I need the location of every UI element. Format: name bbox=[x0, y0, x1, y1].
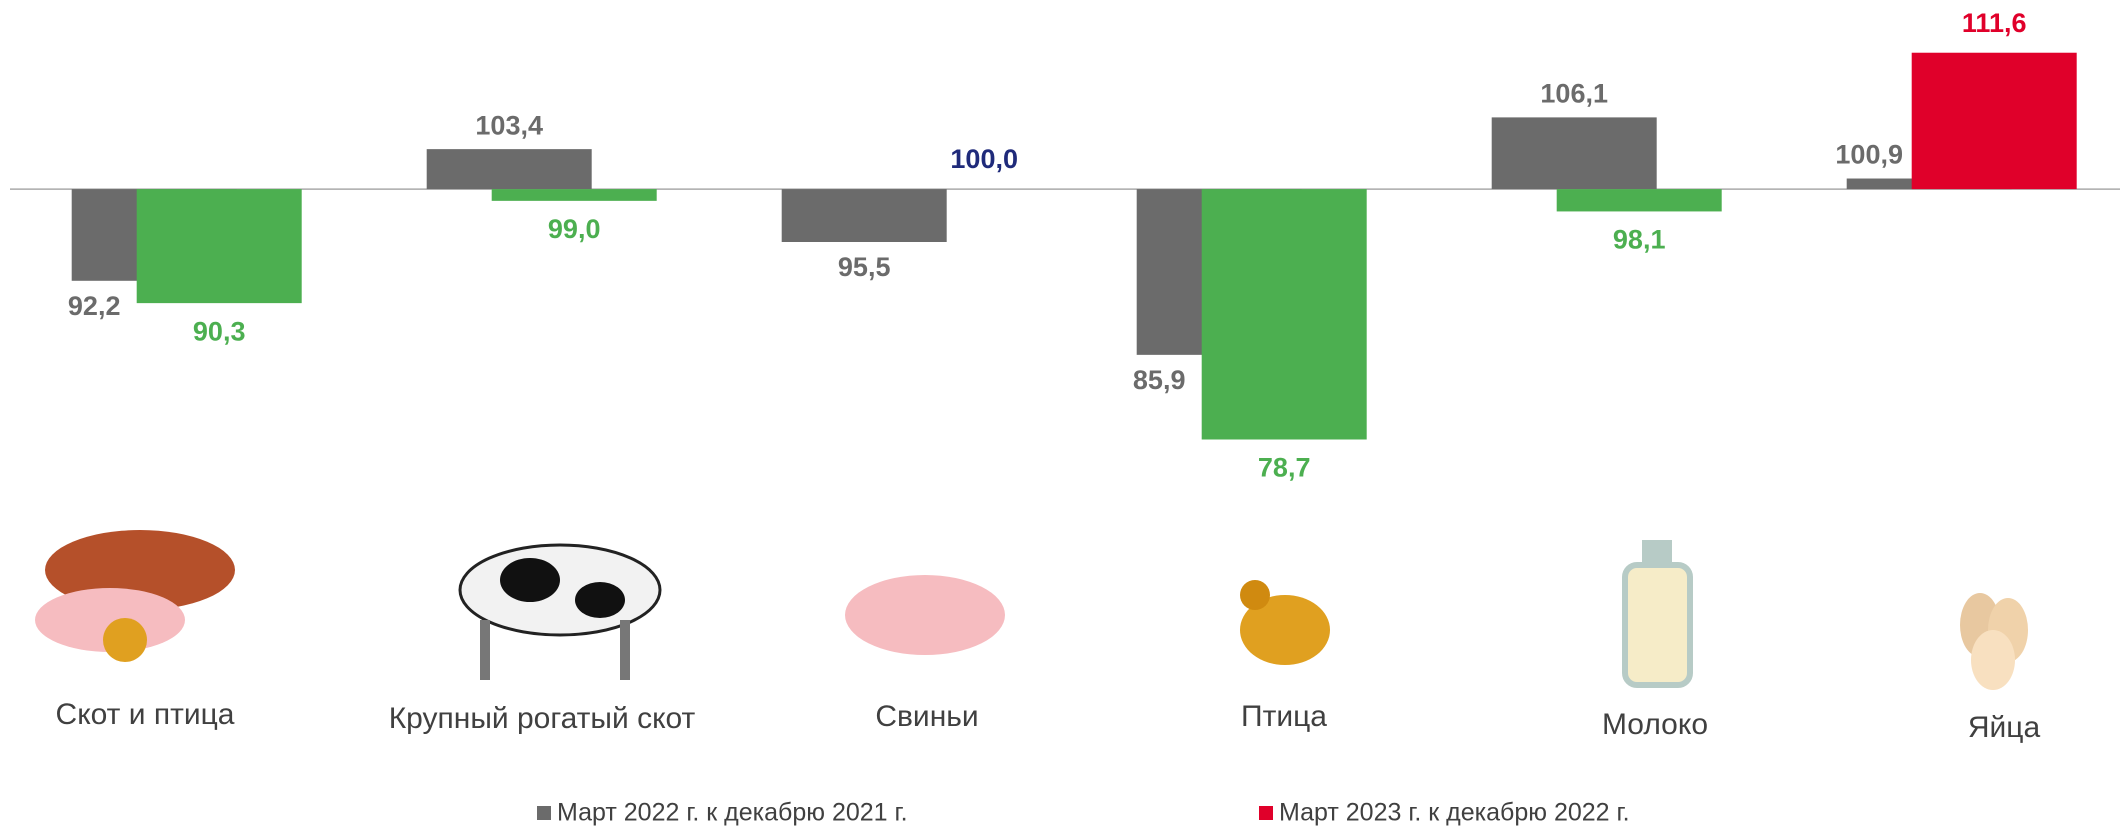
category-label: Крупный рогатый скот bbox=[389, 702, 696, 735]
value-label: 98,1 bbox=[1613, 225, 1666, 255]
icon-eggs bbox=[1960, 593, 2028, 690]
icon-poultry bbox=[1240, 580, 1330, 665]
value-label: 90,3 bbox=[193, 316, 246, 346]
value-label: 92,2 bbox=[68, 291, 121, 321]
value-label: 100,0 bbox=[950, 144, 1018, 174]
icon-milk bbox=[1622, 540, 1693, 688]
bar bbox=[426, 149, 592, 190]
bar bbox=[1491, 117, 1657, 190]
value-label: 95,5 bbox=[838, 252, 891, 282]
legend-marker bbox=[1259, 806, 1273, 820]
legend-label: Март 2022 г. к декабрю 2021 г. bbox=[557, 799, 908, 827]
category-label: Молоко bbox=[1602, 708, 1708, 741]
category-label: Свиньи bbox=[875, 700, 978, 733]
value-label: 103,4 bbox=[475, 110, 543, 140]
icon-cattle bbox=[458, 543, 662, 680]
bar bbox=[1911, 52, 2077, 190]
value-label: 111,6 bbox=[1962, 8, 2027, 38]
icon-livestock bbox=[35, 530, 235, 662]
bar bbox=[491, 189, 657, 201]
legend-marker bbox=[537, 806, 551, 820]
value-label: 78,7 bbox=[1258, 453, 1311, 483]
category-label: Яйца bbox=[1968, 711, 2041, 744]
category-label: Скот и птица bbox=[56, 698, 235, 731]
value-label: 99,0 bbox=[548, 214, 601, 244]
bar bbox=[781, 189, 947, 242]
legend-label: Март 2023 г. к декабрю 2022 г. bbox=[1279, 799, 1630, 827]
icon-pig bbox=[845, 575, 1005, 655]
category-label: Птица bbox=[1241, 700, 1327, 733]
value-label: 106,1 bbox=[1540, 79, 1608, 109]
bar bbox=[1556, 189, 1722, 212]
value-label: 85,9 bbox=[1133, 365, 1186, 395]
value-label: 100,9 bbox=[1835, 140, 1903, 170]
bar bbox=[136, 189, 302, 304]
bar bbox=[1201, 189, 1367, 440]
